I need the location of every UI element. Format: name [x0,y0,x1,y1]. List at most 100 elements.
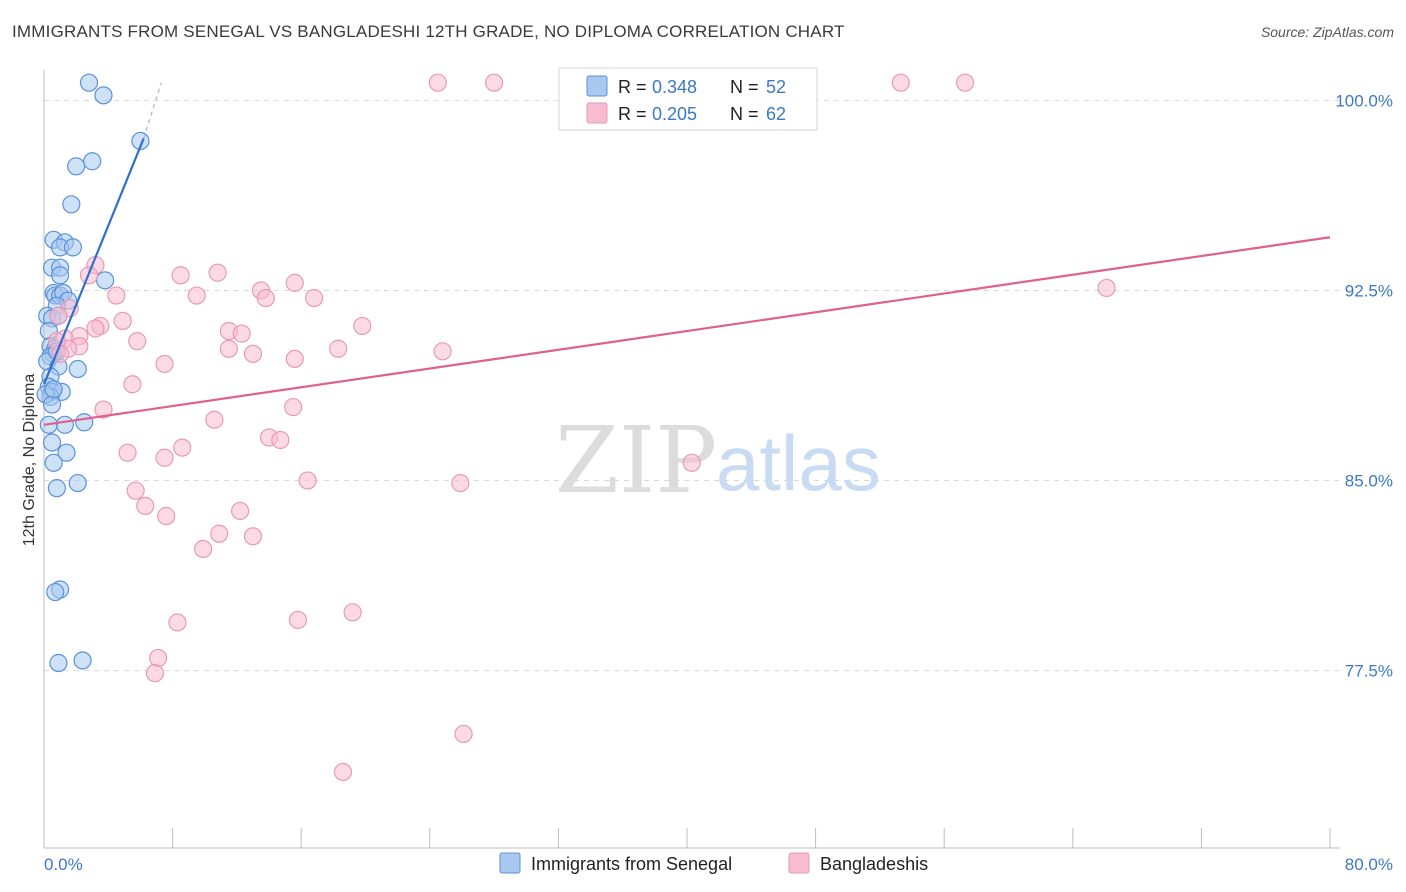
legend-swatch-senegal [586,75,608,97]
y-tick-label: 77.5% [1345,662,1393,681]
bangladeshi-point [256,288,275,308]
bangladeshi-point [205,410,224,429]
senegal-point [79,73,99,92]
correlation-legend: R = 0.348 N = 52 R = 0.205 N = 62 [558,67,818,131]
senegal-point [44,380,63,399]
senegal-point [62,195,81,214]
bangladeshi-point [49,306,68,325]
senegal-point [49,653,68,673]
bangladeshi-point [304,288,324,308]
senegal-point [68,359,87,379]
senegal-point [63,238,83,257]
legend-n-value-1: 52 [766,77,786,97]
senegal-point [42,395,62,414]
senegal-point [67,157,86,176]
axes-layer: 100.0% 92.5% 85.0% 77.5% 0.0% 80.0% [43,70,1393,874]
source-label: Source: ZipAtlas.com [1260,24,1394,40]
bangladeshi-point [94,400,113,419]
bangladeshi-point [155,354,174,374]
legend-r-value-1: 0.348 [652,77,697,97]
legend-n-label-1: N = [730,77,759,97]
senegal-point [57,443,76,462]
bangladeshi-point [343,603,362,622]
senegal-trend-extension [143,82,162,139]
bangladeshi-point [210,524,229,543]
bangladeshi-point [353,316,372,336]
bangladeshi-point [333,762,353,782]
senegal-point [68,473,87,493]
series-legend: Immigrants from Senegal Bangladeshis [499,852,928,874]
grid-layer [44,99,1340,672]
bottom-legend-swatch-bangladeshis [788,852,810,874]
bangladeshi-point [285,273,304,292]
senegal-point [73,651,92,670]
bottom-legend-swatch-senegal [499,852,521,874]
watermark-atlas: atlas [716,419,881,507]
bangladeshi-point [149,648,168,668]
bangladeshi-point [454,724,473,744]
bangladeshi-point [232,324,251,343]
y-axis-label: 12th Grade, No Diploma [21,374,38,547]
bangladeshi-point [271,430,290,450]
bangladeshi-point [171,266,190,285]
bangladeshi-point [219,339,238,358]
senegal-point [46,582,65,602]
bangladeshi-point [451,473,470,493]
watermark: ZIP atlas [555,407,881,514]
x-tick-label-max: 80.0% [1345,855,1393,874]
legend-r-label-1: R = [618,77,647,97]
bangladeshi-point [284,397,303,417]
bangladeshi-point [145,664,165,683]
bangladeshi-point [208,263,227,282]
senegal-point [83,152,102,171]
senegal-point [95,271,115,290]
senegal-point [94,86,113,105]
bangladeshi-point [168,613,187,632]
bangladeshi-point [118,443,137,462]
senegal-trend-line [42,138,145,385]
x-tick-label-min: 0.0% [44,855,83,874]
bangladeshi-point [288,610,308,630]
bangladeshi-trend-line [43,236,1331,426]
bangladeshi-point [243,527,263,546]
bangladeshi-point [136,496,155,515]
senegal-point [50,266,70,285]
bangladeshi-point [285,349,304,368]
y-tick-label: 92.5% [1345,281,1393,300]
legend-r-label-2: R = [618,104,647,124]
senegal-point [42,433,62,452]
bangladeshi-point [107,286,126,305]
bangladeshi-point [298,471,317,490]
senegal-point [47,479,66,498]
bangladeshi-point [155,448,174,467]
bottom-legend-label-senegal: Immigrants from Senegal [531,854,732,874]
bangladeshi-point [955,73,975,92]
senegal-point [75,413,94,432]
legend-r-value-2: 0.205 [652,104,697,124]
senegal-point [44,453,63,472]
chart-title: IMMIGRANTS FROM SENEGAL VS BANGLADESHI 1… [12,22,845,41]
bangladeshi-point [243,344,263,363]
bangladeshi-point [682,453,701,472]
bangladeshi-point [173,438,192,457]
bangladeshi-point [113,311,132,330]
bangladeshi-point [891,73,910,92]
bottom-legend-label-bangladeshis: Bangladeshis [820,854,928,874]
trend-layer [42,82,1331,426]
bangladeshi-point [1097,278,1116,298]
bangladeshi-point [157,506,176,526]
y-tick-label: 85.0% [1345,472,1393,491]
bangladeshi-point [126,481,145,500]
legend-swatch-bangladeshis [586,102,608,124]
bangladeshi-point [187,286,206,305]
bangladeshi-point [231,501,250,521]
legend-n-label-2: N = [730,104,759,124]
senegal-point [55,415,74,434]
bangladeshi-point [123,375,142,394]
bangladeshi-point [194,539,213,559]
bangladeshi-point [128,332,147,351]
legend-n-value-2: 62 [766,104,786,124]
y-tick-label: 100.0% [1335,91,1393,110]
bangladeshi-point [86,319,105,338]
